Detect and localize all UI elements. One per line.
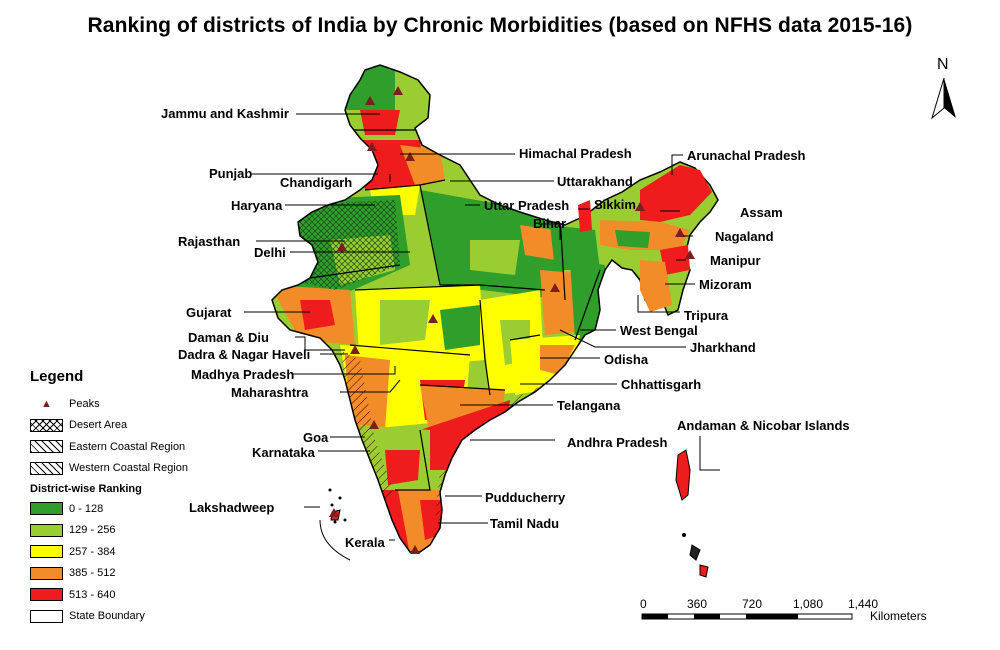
label-assam: Assam bbox=[740, 205, 783, 220]
label-punjab: Punjab bbox=[209, 166, 253, 181]
north-arrow-icon bbox=[931, 77, 956, 120]
legend-title: Legend bbox=[30, 368, 84, 385]
label-rajasthan: Rajasthan bbox=[178, 234, 241, 249]
peak-icon: ▲ bbox=[41, 397, 52, 410]
scale-tick-4: 1,440 bbox=[848, 597, 879, 611]
label-andaman-nicobar: Andaman & Nicobar Islands bbox=[677, 418, 850, 433]
label-daman-diu: Daman & Diu bbox=[188, 330, 269, 345]
map-title: Ranking of districts of India by Chronic… bbox=[87, 14, 913, 37]
label-tripura: Tripura bbox=[684, 308, 729, 323]
label-andhra-pradesh: Andhra Pradesh bbox=[567, 435, 668, 450]
label-dadra-nagar-haveli: Dadra & Nagar Haveli bbox=[178, 347, 311, 362]
label-haryana: Haryana bbox=[231, 198, 283, 213]
label-lakshadweep: Lakshadweep bbox=[189, 500, 275, 515]
label-himachal-pradesh: Himachal Pradesh bbox=[519, 146, 632, 161]
legend-western: Western Coastal Region bbox=[30, 458, 220, 480]
label-jharkhand: Jharkhand bbox=[690, 340, 756, 355]
legend-desert: Desert Area bbox=[30, 415, 220, 437]
label-gujarat: Gujarat bbox=[186, 305, 232, 320]
label-mizoram: Mizoram bbox=[699, 277, 752, 292]
label-puducherry: Pudducherry bbox=[485, 490, 566, 505]
andaman-islands bbox=[675, 449, 709, 578]
northeast-states bbox=[578, 165, 712, 312]
scale-tick-3: 1,080 bbox=[793, 597, 824, 611]
legend: Legend ▲ Peaks Desert Area Eastern Coast… bbox=[30, 368, 220, 627]
label-manipur: Manipur bbox=[710, 253, 761, 268]
label-uttarakhand: Uttarakhand bbox=[557, 174, 633, 189]
label-odisha: Odisha bbox=[604, 352, 649, 367]
scale-tick-2: 720 bbox=[742, 597, 763, 611]
label-goa: Goa bbox=[303, 430, 329, 445]
legend-rank-3: 257 - 384 bbox=[30, 541, 220, 563]
legend-rank-2: 129 - 256 bbox=[30, 520, 220, 542]
legend-boundary: State Boundary bbox=[30, 606, 220, 628]
legend-ranking-title: District-wise Ranking bbox=[30, 483, 142, 495]
legend-rank-4: 385 - 512 bbox=[30, 563, 220, 585]
scale-tick-0: 0 bbox=[640, 597, 647, 611]
label-chhattisgarh: Chhattisgarh bbox=[621, 377, 702, 392]
scale-tick-1: 360 bbox=[687, 597, 708, 611]
label-nagaland: Nagaland bbox=[715, 229, 774, 244]
scale-bar bbox=[641, 613, 853, 620]
label-maharashtra: Maharashtra bbox=[231, 385, 309, 400]
legend-eastern: Eastern Coastal Region bbox=[30, 436, 220, 458]
choropleth-districts bbox=[272, 65, 718, 552]
label-bihar: Bihar bbox=[533, 216, 567, 231]
label-delhi: Delhi bbox=[254, 245, 286, 260]
label-telangana: Telangana bbox=[557, 398, 621, 413]
label-arunachal-pradesh: Arunachal Pradesh bbox=[687, 148, 806, 163]
label-uttar-pradesh: Uttar Pradesh bbox=[484, 198, 570, 213]
legend-rank-5: 513 - 640 bbox=[30, 584, 220, 606]
legend-peaks: ▲ Peaks bbox=[30, 393, 220, 415]
label-chandigarh: Chandigarh bbox=[280, 175, 353, 190]
label-madhya-pradesh: Madhya Pradesh bbox=[191, 367, 295, 382]
label-kerala: Kerala bbox=[345, 535, 385, 550]
label-tamil-nadu: Tamil Nadu bbox=[490, 516, 560, 531]
legend-rank-1: 0 - 128 bbox=[30, 498, 220, 520]
scale-unit: Kilometers bbox=[870, 609, 927, 623]
label-sikkim: Sikkim bbox=[594, 197, 636, 212]
label-karnataka: Karnataka bbox=[252, 445, 315, 460]
label-jammu-kashmir: Jammu and Kashmir bbox=[161, 106, 289, 121]
north-letter: N bbox=[937, 56, 949, 73]
peak-markers bbox=[329, 86, 695, 554]
leader-lines bbox=[244, 113, 720, 561]
label-west-bengal: West Bengal bbox=[620, 323, 698, 338]
